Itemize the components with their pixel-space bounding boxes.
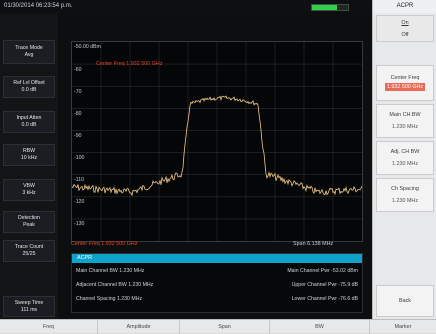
on-option: On bbox=[401, 19, 409, 26]
trace-mode-button[interactable]: Trace Mode Avg bbox=[3, 40, 55, 64]
spectrum-trace bbox=[71, 95, 363, 197]
ref-lvl-offset-value: 0.0 dB bbox=[21, 87, 37, 93]
marker-menu-label: Marker bbox=[394, 324, 412, 330]
trace-count-button[interactable]: Trace Count 25/25 bbox=[3, 240, 55, 262]
ref-lvl-offset-button[interactable]: Ref Lvl Offset 0.0 dB bbox=[3, 76, 55, 98]
vbw-value: 3 kHz bbox=[22, 190, 36, 196]
amplitude-menu-button[interactable]: Amplitude bbox=[98, 320, 180, 334]
y-tick-label: -60 bbox=[74, 67, 82, 73]
acpr-results-title: ACPR bbox=[72, 254, 362, 263]
input-atten-button[interactable]: Input Atten 0.0 dB bbox=[3, 111, 55, 133]
main-ch-bw-button[interactable]: Main CH BW 1.230 MHz bbox=[376, 104, 434, 138]
y-tick-label: -70 bbox=[74, 89, 82, 95]
main-channel-pwr: Main Channel Pwr -53.02 dBm bbox=[287, 268, 358, 274]
ch-spacing-label: Ch Spacing bbox=[391, 186, 419, 192]
rbw-button[interactable]: RBW 10 kHz bbox=[3, 144, 55, 166]
lower-channel-pwr: Lower Channel Pwr -76.6 dB bbox=[291, 296, 358, 302]
vbw-button[interactable]: VBW 3 kHz bbox=[3, 179, 55, 201]
main-ch-bw-value: 1.230 MHz bbox=[391, 124, 419, 130]
adjacent-channel-bw: Adjacent Channel BW 1.230 MHz bbox=[76, 282, 154, 288]
trace-mode-value: Avg bbox=[24, 52, 34, 58]
center-freq-marker-label: Center Freq 1.932 500 GHz bbox=[96, 61, 163, 67]
input-atten-value: 0.0 dB bbox=[21, 122, 37, 128]
sweep-time-value: 111 ms bbox=[20, 306, 38, 313]
main-ch-bw-label: Main CH BW bbox=[389, 112, 421, 118]
sweep-time-button[interactable]: Sweep Time 111 ms bbox=[3, 296, 55, 317]
bottom-menu-bar: Freq Amplitude Span BW Marker bbox=[0, 319, 436, 334]
y-tick-label: -130 bbox=[74, 221, 85, 227]
right-softkey-panel: ACPR On Off Center Freq 1.932 500 GHz Ma… bbox=[372, 0, 436, 319]
back-button[interactable]: Back bbox=[376, 285, 434, 317]
amplitude-menu-label: Amplitude bbox=[126, 324, 151, 330]
center-freq-value: 1.932 500 GHz bbox=[384, 83, 426, 91]
result-row: Adjacent Channel BW 1.230 MHz Upper Chan… bbox=[76, 282, 358, 288]
adj-ch-bw-button[interactable]: Adj. CH BW 1.230 MHz bbox=[376, 141, 434, 175]
rbw-value: 10 kHz bbox=[20, 155, 38, 161]
adj-ch-bw-label: Adj. CH BW bbox=[390, 149, 420, 155]
y-tick-label: -80 bbox=[74, 111, 82, 117]
span-menu-button[interactable]: Span bbox=[180, 320, 270, 334]
upper-channel-pwr: Upper Channel Pwr -75.9 dB bbox=[291, 282, 358, 288]
y-tick-label: -110 bbox=[74, 177, 84, 183]
spectrum-display: -50.00 dBm -60 -70 -80 -90 -100 -110 -12… bbox=[58, 13, 372, 319]
input-atten-label: Input Atten bbox=[16, 115, 42, 121]
trace-count-value: 25/25 bbox=[22, 251, 36, 257]
trace-mode-label: Trace Mode bbox=[15, 45, 43, 51]
y-tick-label: -120 bbox=[74, 199, 85, 205]
marker-menu-button[interactable]: Marker bbox=[370, 320, 436, 334]
datetime: 01/30/2014 06:23:54 p.m. bbox=[4, 3, 73, 9]
back-label: Back bbox=[399, 298, 411, 304]
bw-menu-button[interactable]: BW bbox=[270, 320, 370, 334]
spectrum-plot[interactable]: -50.00 dBm -60 -70 -80 -90 -100 -110 -12… bbox=[71, 41, 363, 242]
span-menu-label: Span bbox=[218, 324, 231, 330]
acpr-on-off-toggle[interactable]: On Off bbox=[376, 15, 434, 42]
bw-menu-label: BW bbox=[315, 324, 324, 330]
adj-ch-bw-value: 1.230 MHz bbox=[391, 161, 419, 167]
spectrum-svg bbox=[71, 42, 363, 241]
y-tick-label: -100 bbox=[74, 155, 85, 161]
ch-spacing-button[interactable]: Ch Spacing 1.230 MHz bbox=[376, 178, 434, 212]
left-settings-panel: Trace Mode Avg Ref Lvl Offset 0.0 dB Inp… bbox=[0, 13, 58, 319]
ch-spacing-value: 1.230 MHz bbox=[391, 198, 419, 204]
y-tick-label: -90 bbox=[74, 133, 82, 139]
rbw-label: RBW bbox=[22, 148, 36, 154]
center-freq-label: Center Freq 1.932 500 GHz bbox=[71, 241, 138, 247]
center-freq-button[interactable]: Center Freq 1.932 500 GHz bbox=[376, 65, 434, 101]
ref-level-label: -50.00 dBm bbox=[74, 44, 101, 50]
battery-icon bbox=[311, 4, 349, 11]
vbw-label: VBW bbox=[23, 183, 35, 189]
acpr-results-panel: ACPR Main Channel BW 1.230 MHz Main Chan… bbox=[71, 253, 363, 313]
freq-menu-label: Freq bbox=[42, 324, 55, 330]
menu-title: ACPR bbox=[373, 0, 436, 13]
detection-button[interactable]: Detection Peak bbox=[3, 211, 55, 233]
off-option: Off bbox=[401, 31, 409, 38]
channel-spacing: Channel Spacing 1.230 MHz bbox=[76, 296, 143, 302]
result-row: Main Channel BW 1.230 MHz Main Channel P… bbox=[76, 268, 358, 274]
detection-label: Detection bbox=[18, 215, 40, 221]
detection-value: Peak bbox=[23, 222, 35, 228]
span-label: Span 6.138 MHz bbox=[293, 241, 334, 247]
freq-menu-button[interactable]: Freq bbox=[0, 320, 98, 334]
center-freq-label: Center Freq bbox=[390, 75, 420, 81]
main-channel-bw: Main Channel BW 1.230 MHz bbox=[76, 268, 145, 274]
trace-count-label: Trace Count bbox=[14, 244, 44, 250]
result-row: Channel Spacing 1.230 MHz Lower Channel … bbox=[76, 296, 358, 302]
status-bar: 01/30/2014 06:23:54 p.m. bbox=[0, 0, 372, 13]
ref-lvl-offset-label: Ref Lvl Offset bbox=[13, 80, 45, 86]
sweep-time-label: Sweep Time bbox=[14, 299, 44, 306]
